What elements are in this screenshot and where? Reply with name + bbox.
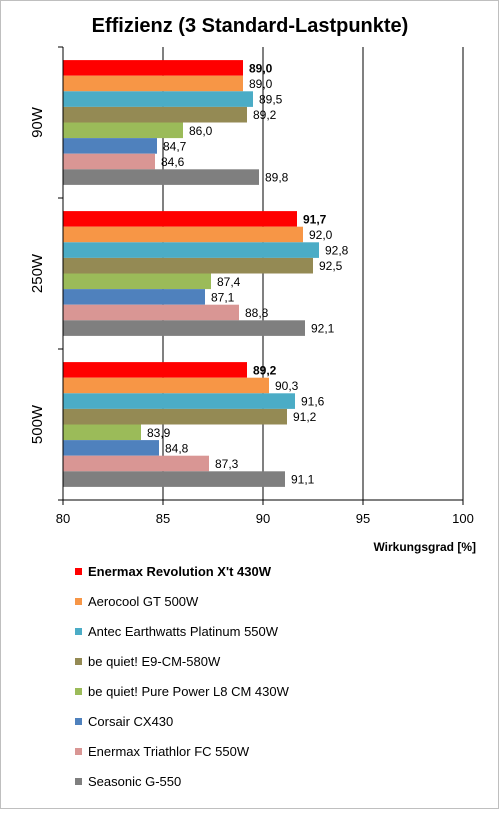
bar xyxy=(63,304,239,321)
legend-label: Antec Earthwatts Platinum 550W xyxy=(88,624,279,639)
legend-label: Seasonic G-550 xyxy=(88,774,181,789)
data-label: 92,5 xyxy=(319,259,343,273)
data-label: 83,9 xyxy=(147,426,171,440)
legend-swatch xyxy=(75,658,82,665)
legend-swatch xyxy=(75,718,82,725)
bar xyxy=(63,122,183,139)
bar xyxy=(63,226,303,243)
category-label: 90W xyxy=(29,106,46,138)
chart-title: Effizienz (3 Standard-Lastpunkte) xyxy=(92,15,409,37)
bar xyxy=(63,393,295,409)
legend-swatch xyxy=(75,748,82,755)
bar xyxy=(63,60,243,76)
x-tick-label: 95 xyxy=(356,511,370,526)
legend-label: be quiet! Pure Power L8 CM 430W xyxy=(88,684,290,699)
x-tick-label: 90 xyxy=(256,511,270,526)
legend-swatch xyxy=(75,778,82,785)
legend-swatch xyxy=(75,628,82,635)
bar xyxy=(63,455,209,472)
data-label: 88,8 xyxy=(245,306,269,320)
bar xyxy=(63,320,305,336)
bar xyxy=(63,273,211,290)
x-tick-label: 100 xyxy=(452,511,474,526)
x-tick-label: 80 xyxy=(56,511,70,526)
legend-swatch xyxy=(75,688,82,695)
data-label: 89,0 xyxy=(249,77,273,91)
bar xyxy=(63,440,159,456)
data-label: 84,8 xyxy=(165,441,189,455)
legend-item: be quiet! E9-CM-580W xyxy=(75,654,221,669)
bar xyxy=(63,138,157,154)
bar xyxy=(63,91,253,107)
data-label: 90,3 xyxy=(275,379,299,393)
data-label: 92,8 xyxy=(325,244,349,258)
legend-item: Corsair CX430 xyxy=(75,714,173,729)
data-label: 84,7 xyxy=(163,139,187,153)
bar xyxy=(63,242,319,258)
legend-swatch xyxy=(75,568,82,575)
legend-item: Aerocool GT 500W xyxy=(75,594,199,609)
bar xyxy=(63,408,287,425)
bar xyxy=(63,289,205,305)
data-label: 92,0 xyxy=(309,228,333,242)
bar xyxy=(63,153,155,170)
legend-label: Corsair CX430 xyxy=(88,714,173,729)
data-label: 91,1 xyxy=(291,473,315,487)
data-label: 89,5 xyxy=(259,93,283,107)
data-label: 89,0 xyxy=(249,61,273,75)
bar xyxy=(63,377,269,394)
data-label: 91,6 xyxy=(301,395,325,409)
data-label: 91,2 xyxy=(293,410,317,424)
bar xyxy=(63,362,247,378)
legend-item: be quiet! Pure Power L8 CM 430W xyxy=(75,684,290,699)
x-axis-title: Wirkungsgrad [%] xyxy=(373,540,476,554)
data-label: 92,1 xyxy=(311,322,335,336)
legend-label: Enermax Triathlor FC 550W xyxy=(88,744,250,759)
data-label: 89,8 xyxy=(265,171,289,185)
data-label: 87,1 xyxy=(211,290,235,304)
data-label: 87,3 xyxy=(215,457,239,471)
legend-label: be quiet! E9-CM-580W xyxy=(88,654,221,669)
data-label: 89,2 xyxy=(253,108,277,122)
legend-item: Antec Earthwatts Platinum 550W xyxy=(75,624,279,639)
bar xyxy=(63,169,259,185)
legend-item: Enermax Triathlor FC 550W xyxy=(75,744,250,759)
bar xyxy=(63,75,243,92)
data-label: 91,7 xyxy=(303,212,327,226)
data-label: 87,4 xyxy=(217,275,241,289)
x-tick-label: 85 xyxy=(156,511,170,526)
bar xyxy=(63,106,247,123)
legend-item: Enermax Revolution X't 430W xyxy=(75,564,272,579)
legend: Enermax Revolution X't 430W Aerocool GT 5… xyxy=(75,564,290,789)
bar xyxy=(63,424,141,441)
data-label: 86,0 xyxy=(189,124,213,138)
data-label: 89,2 xyxy=(253,363,277,377)
data-label: 84,6 xyxy=(161,155,185,169)
category-label: 500W xyxy=(29,404,46,444)
bar xyxy=(63,257,313,274)
bar xyxy=(63,471,285,487)
category-label: 250W xyxy=(29,253,46,293)
legend-label: Enermax Revolution X't 430W xyxy=(88,564,272,579)
bar xyxy=(63,211,297,227)
legend-label: Aerocool GT 500W xyxy=(88,594,199,609)
legend-swatch xyxy=(75,598,82,605)
plot-area: 80 85 90 95 10090W89,089,089,589,286,084,784… xyxy=(29,46,474,526)
legend-item: Seasonic G-550 xyxy=(75,774,181,789)
